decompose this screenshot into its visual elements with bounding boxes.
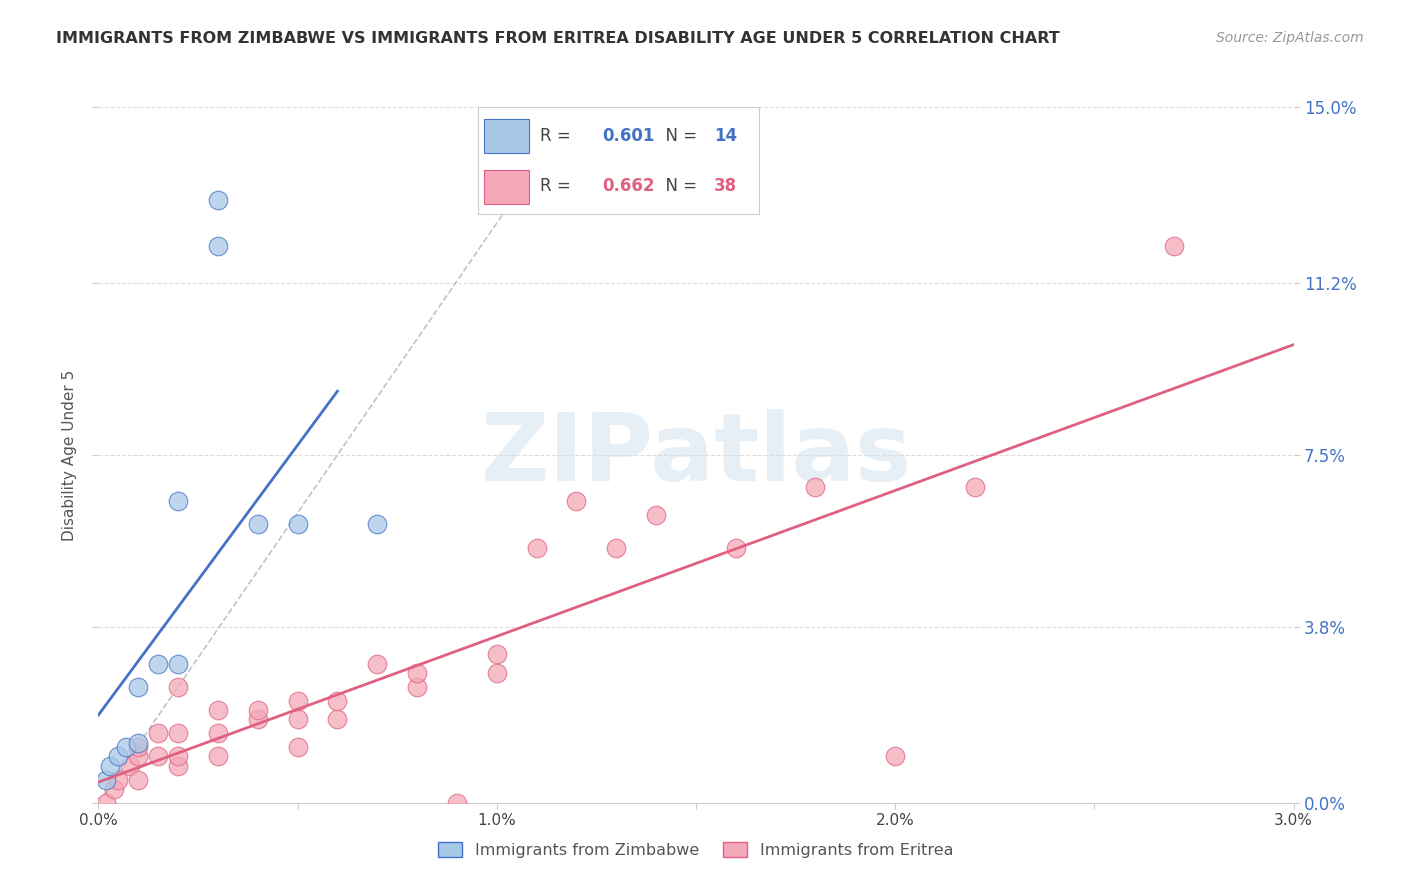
Point — [167, 494, 190, 508]
Point — [287, 517, 309, 532]
Text: R =: R = — [540, 127, 576, 145]
Point — [526, 541, 548, 555]
Point — [127, 680, 149, 694]
Point — [98, 758, 122, 772]
Point — [804, 480, 827, 494]
Point — [446, 796, 468, 810]
Point — [1163, 239, 1185, 253]
Point — [127, 772, 149, 787]
Point — [107, 772, 129, 787]
Point — [127, 735, 149, 749]
Point — [107, 749, 129, 764]
Point — [127, 740, 149, 755]
Point — [148, 726, 170, 740]
Point — [207, 749, 229, 764]
Point — [120, 758, 142, 772]
Point — [115, 740, 138, 755]
Point — [963, 480, 986, 494]
Point — [207, 193, 229, 207]
Text: ZIPatlas: ZIPatlas — [481, 409, 911, 501]
Point — [645, 508, 668, 523]
Point — [326, 694, 349, 708]
Point — [724, 541, 747, 555]
FancyBboxPatch shape — [484, 170, 529, 204]
Point — [366, 517, 388, 532]
Point — [167, 726, 190, 740]
FancyBboxPatch shape — [484, 119, 529, 153]
Point — [167, 749, 190, 764]
Text: 0.662: 0.662 — [602, 178, 654, 195]
Point — [167, 680, 190, 694]
Text: 14: 14 — [714, 127, 737, 145]
Point — [148, 749, 170, 764]
Legend: Immigrants from Zimbabwe, Immigrants from Eritrea: Immigrants from Zimbabwe, Immigrants fro… — [432, 836, 960, 864]
Text: N =: N = — [655, 178, 703, 195]
Point — [485, 648, 508, 662]
Point — [287, 712, 309, 726]
Point — [207, 239, 229, 253]
Point — [148, 657, 170, 671]
Point — [207, 726, 229, 740]
Text: 0.601: 0.601 — [602, 127, 654, 145]
Point — [366, 657, 388, 671]
Point — [287, 694, 309, 708]
Point — [246, 712, 269, 726]
Point — [167, 657, 190, 671]
Text: 38: 38 — [714, 178, 737, 195]
Point — [246, 517, 269, 532]
Point — [485, 665, 508, 680]
Point — [326, 712, 349, 726]
Text: Source: ZipAtlas.com: Source: ZipAtlas.com — [1216, 31, 1364, 45]
Point — [246, 703, 269, 717]
Y-axis label: Disability Age Under 5: Disability Age Under 5 — [62, 369, 77, 541]
Point — [96, 772, 118, 787]
Point — [103, 781, 125, 796]
Point — [207, 703, 229, 717]
Point — [605, 541, 627, 555]
Point — [406, 680, 429, 694]
Text: N =: N = — [655, 127, 703, 145]
Point — [127, 749, 149, 764]
Point — [565, 494, 588, 508]
Point — [287, 740, 309, 755]
Text: IMMIGRANTS FROM ZIMBABWE VS IMMIGRANTS FROM ERITREA DISABILITY AGE UNDER 5 CORRE: IMMIGRANTS FROM ZIMBABWE VS IMMIGRANTS F… — [56, 31, 1060, 46]
Point — [167, 758, 190, 772]
Point — [96, 796, 118, 810]
Point — [406, 665, 429, 680]
Text: R =: R = — [540, 178, 576, 195]
Point — [884, 749, 907, 764]
